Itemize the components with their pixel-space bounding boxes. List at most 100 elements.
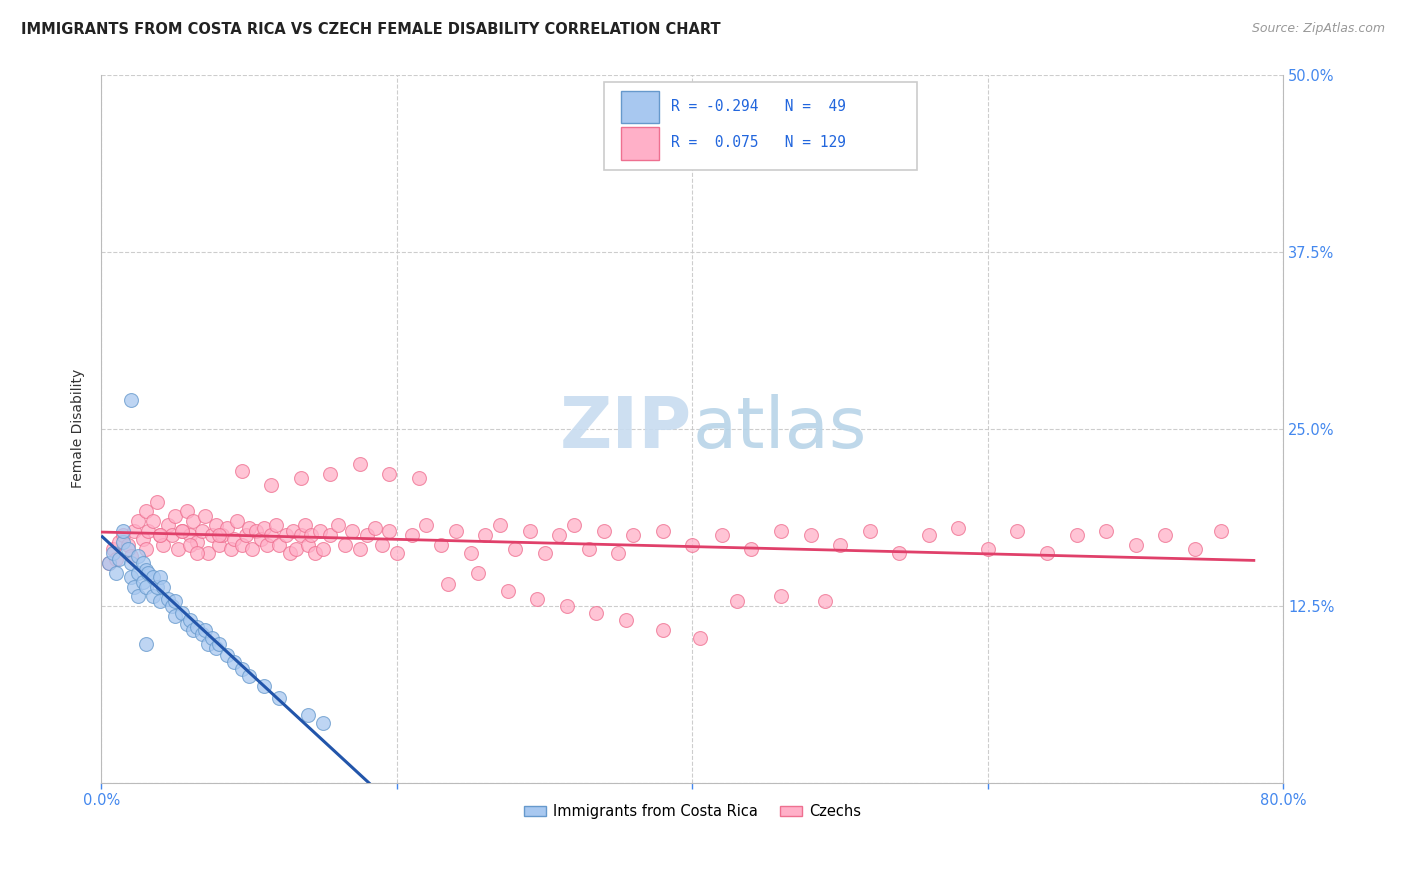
Point [319, 528, 342, 542]
Point [179, 528, 201, 542]
Point [814, 594, 837, 608]
Point [131, 556, 153, 570]
Point [342, 524, 364, 538]
Point [156, 517, 179, 532]
Point [253, 679, 276, 693]
Point [190, 524, 212, 538]
FancyBboxPatch shape [621, 127, 659, 160]
Point [1184, 541, 1206, 556]
Point [108, 552, 131, 566]
Point [592, 524, 614, 538]
Point [104, 566, 127, 580]
Point [562, 517, 585, 532]
Point [578, 541, 600, 556]
Point [1095, 524, 1118, 538]
Point [108, 535, 131, 549]
Point [363, 521, 385, 535]
Point [725, 594, 748, 608]
Point [249, 532, 271, 546]
Point [1125, 538, 1147, 552]
Point [152, 538, 174, 552]
Point [533, 546, 555, 560]
Point [769, 589, 792, 603]
Point [205, 517, 228, 532]
Point [651, 524, 673, 538]
Point [918, 528, 941, 542]
Point [267, 690, 290, 705]
Point [179, 613, 201, 627]
Point [349, 457, 371, 471]
Point [614, 613, 637, 627]
Point [267, 538, 290, 552]
Point [135, 504, 157, 518]
Point [97, 556, 120, 570]
Point [181, 514, 204, 528]
Text: atlas: atlas [692, 394, 866, 463]
Point [710, 528, 733, 542]
Point [769, 524, 792, 538]
Point [309, 524, 332, 538]
Text: Source: ZipAtlas.com: Source: ZipAtlas.com [1251, 22, 1385, 36]
Point [211, 528, 233, 542]
Point [297, 538, 319, 552]
Point [122, 580, 145, 594]
Point [179, 538, 201, 552]
Point [120, 549, 142, 563]
Point [112, 535, 135, 549]
Text: IMMIGRANTS FROM COSTA RICA VS CZECH FEMALE DISABILITY CORRELATION CHART: IMMIGRANTS FROM COSTA RICA VS CZECH FEMA… [21, 22, 721, 37]
Point [201, 631, 224, 645]
Point [607, 546, 630, 560]
Point [149, 528, 172, 542]
Point [297, 707, 319, 722]
Point [1066, 528, 1088, 542]
Point [156, 591, 179, 606]
Point [256, 538, 278, 552]
Point [127, 566, 149, 580]
Y-axis label: Female Disability: Female Disability [72, 369, 86, 488]
Point [430, 538, 453, 552]
Point [356, 528, 378, 542]
Text: R = -0.294   N =  49: R = -0.294 N = 49 [671, 99, 846, 114]
Point [135, 637, 157, 651]
Point [312, 541, 335, 556]
Point [160, 528, 183, 542]
Point [948, 521, 970, 535]
Point [142, 589, 165, 603]
Point [285, 541, 308, 556]
Point [165, 509, 187, 524]
Point [1036, 546, 1059, 560]
Point [408, 471, 430, 485]
Text: ZIP: ZIP [560, 394, 692, 463]
Point [208, 637, 231, 651]
Point [889, 546, 911, 560]
Point [205, 641, 228, 656]
Point [167, 541, 190, 556]
Point [1154, 528, 1177, 542]
Point [333, 538, 356, 552]
Point [117, 538, 139, 552]
Point [172, 524, 194, 538]
Point [135, 563, 157, 577]
Point [165, 608, 187, 623]
Point [138, 566, 160, 580]
Point [120, 393, 142, 408]
Point [304, 546, 326, 560]
Point [526, 591, 548, 606]
Point [104, 552, 127, 566]
Point [131, 532, 153, 546]
Point [319, 467, 342, 481]
Point [444, 524, 467, 538]
Point [219, 541, 242, 556]
Point [194, 509, 217, 524]
Point [651, 623, 673, 637]
Point [97, 556, 120, 570]
Point [681, 538, 703, 552]
Point [165, 594, 187, 608]
Point [245, 524, 267, 538]
Point [280, 546, 302, 560]
FancyBboxPatch shape [621, 91, 659, 123]
Point [231, 464, 253, 478]
Point [474, 528, 496, 542]
Point [138, 524, 160, 538]
Point [149, 528, 172, 542]
